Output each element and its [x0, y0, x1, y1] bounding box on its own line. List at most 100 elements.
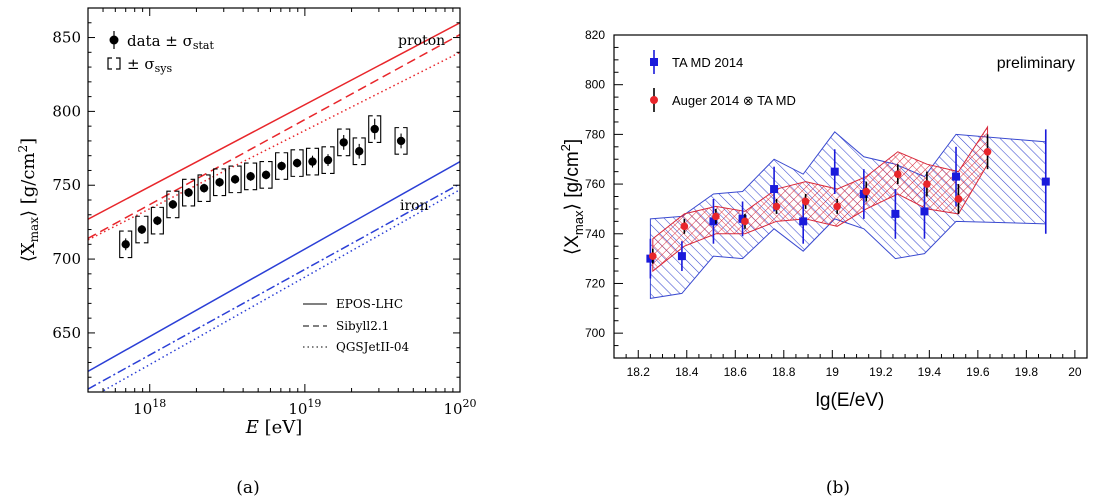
- data-marker: [277, 161, 286, 171]
- sys-bracket: [394, 127, 408, 155]
- y-tick-label: 800: [585, 78, 605, 92]
- data-marker: [355, 147, 364, 156]
- auger-point: [772, 198, 781, 214]
- data-point: [368, 115, 382, 143]
- auger-point: [923, 171, 931, 197]
- data-marker: [370, 124, 379, 134]
- y-tick-label: 700: [52, 250, 81, 268]
- axis-ticks-a: 650 700 750 800 850 1018 1019 1020: [52, 7, 477, 418]
- circle-marker: [983, 147, 992, 156]
- data-marker: [323, 155, 333, 165]
- data-marker: [308, 157, 317, 166]
- data-point: [228, 165, 242, 194]
- y-tick-label: 700: [585, 326, 605, 340]
- auger-point: [862, 181, 871, 202]
- y-tick-label: 820: [585, 28, 605, 42]
- circle-marker: [833, 202, 841, 211]
- x-tick-label: 19: [826, 365, 840, 379]
- circle-marker: [894, 170, 902, 178]
- x-tick-label: 18.8: [772, 365, 796, 379]
- data-points: [119, 115, 408, 259]
- x-tick-label: 20: [1068, 365, 1082, 379]
- x-tick-label: 1019: [288, 397, 321, 418]
- series-points: [646, 129, 1050, 279]
- data-point: [135, 215, 149, 244]
- data-legend: data ± σstat ± σsys: [107, 31, 214, 75]
- square-marker: [891, 209, 900, 218]
- data-marker: [396, 136, 406, 146]
- square-marker: [770, 185, 779, 194]
- ta-point: [920, 184, 929, 239]
- legend-auger-marker: [650, 96, 658, 104]
- data-marker: [137, 225, 147, 234]
- auger-point: [801, 194, 810, 209]
- x-tick-label: 19.8: [1015, 365, 1039, 379]
- x-tick-label: 18.4: [675, 365, 699, 379]
- data-marker: [199, 183, 209, 193]
- sys-bracket: [228, 165, 242, 194]
- square-marker: [677, 252, 686, 261]
- y-tick-label: 650: [52, 324, 81, 342]
- data-marker: [261, 170, 271, 180]
- axis-ticks-b: 18.2 18.4 18.6 18.8 19 19.2 19.4 19.6 19.8 20 700 7…: [585, 28, 1088, 379]
- data-point: [275, 152, 289, 180]
- auger-point: [712, 208, 720, 224]
- data-marker: [168, 200, 178, 209]
- x-tick-label: 18.2: [627, 365, 651, 379]
- auger-point: [680, 218, 689, 234]
- y-tick-label: 750: [52, 176, 81, 194]
- panel-b-caption: (b): [826, 478, 850, 498]
- square-marker: [1041, 177, 1050, 186]
- sys-bracket: [368, 115, 382, 143]
- square-marker: [709, 217, 718, 226]
- sys-bracket: [337, 128, 351, 157]
- sys-bracket: [275, 152, 289, 180]
- legend-dot-marker: [109, 35, 119, 45]
- legend-sys-bracket: [107, 57, 121, 70]
- data-point: [394, 127, 408, 155]
- circle-marker: [741, 217, 749, 226]
- proton-annotation: proton: [398, 33, 445, 49]
- sys-bracket: [182, 178, 196, 207]
- y-tick-label: 850: [52, 29, 81, 47]
- sys-bracket: [244, 162, 258, 191]
- data-marker: [215, 178, 224, 187]
- ta-point: [799, 198, 808, 244]
- legend-dot-label: data ± σstat: [127, 32, 214, 52]
- data-point: [352, 137, 366, 166]
- data-point: [166, 190, 180, 219]
- model-lines: [88, 22, 460, 392]
- data-marker: [153, 216, 162, 225]
- square-marker: [830, 167, 839, 176]
- legend-label-epos: EPOS-LHC: [336, 297, 403, 311]
- sys-bracket: [197, 174, 211, 203]
- circle-marker: [680, 222, 689, 231]
- y-tick-label: 740: [585, 227, 605, 241]
- x-tick-label: 1018: [133, 397, 166, 418]
- x-axis-label-b: lg(E/eV): [816, 390, 885, 411]
- sys-bracket: [213, 168, 227, 197]
- x-tick-label: 19.2: [869, 365, 893, 379]
- y-axis-label-a: ⟨Xmax⟩ [g/cm2]: [16, 138, 41, 262]
- legend-auger-label: Auger 2014 ⊗ TA MD: [672, 93, 796, 108]
- legend-label-qgsjet: QGSJetII-04: [336, 340, 410, 354]
- proton-sibyll2-1-line: [88, 33, 460, 240]
- data-point: [337, 128, 351, 157]
- legend-ta-label: TA MD 2014: [672, 55, 743, 70]
- sys-bracket: [352, 137, 366, 166]
- ta-point: [891, 189, 900, 239]
- sys-bracket: [305, 147, 320, 176]
- square-marker: [799, 217, 808, 226]
- ta-point: [830, 149, 839, 195]
- data-point: [119, 230, 133, 259]
- auger-point: [649, 248, 657, 264]
- auger-point: [833, 198, 841, 214]
- sys-bracket: [259, 161, 273, 189]
- x-tick-label: 1020: [443, 397, 476, 418]
- data-point: [197, 174, 211, 203]
- y-tick-label: 800: [52, 102, 81, 120]
- data-marker: [184, 188, 193, 197]
- sys-bracket: [150, 206, 164, 235]
- circle-marker: [954, 195, 963, 203]
